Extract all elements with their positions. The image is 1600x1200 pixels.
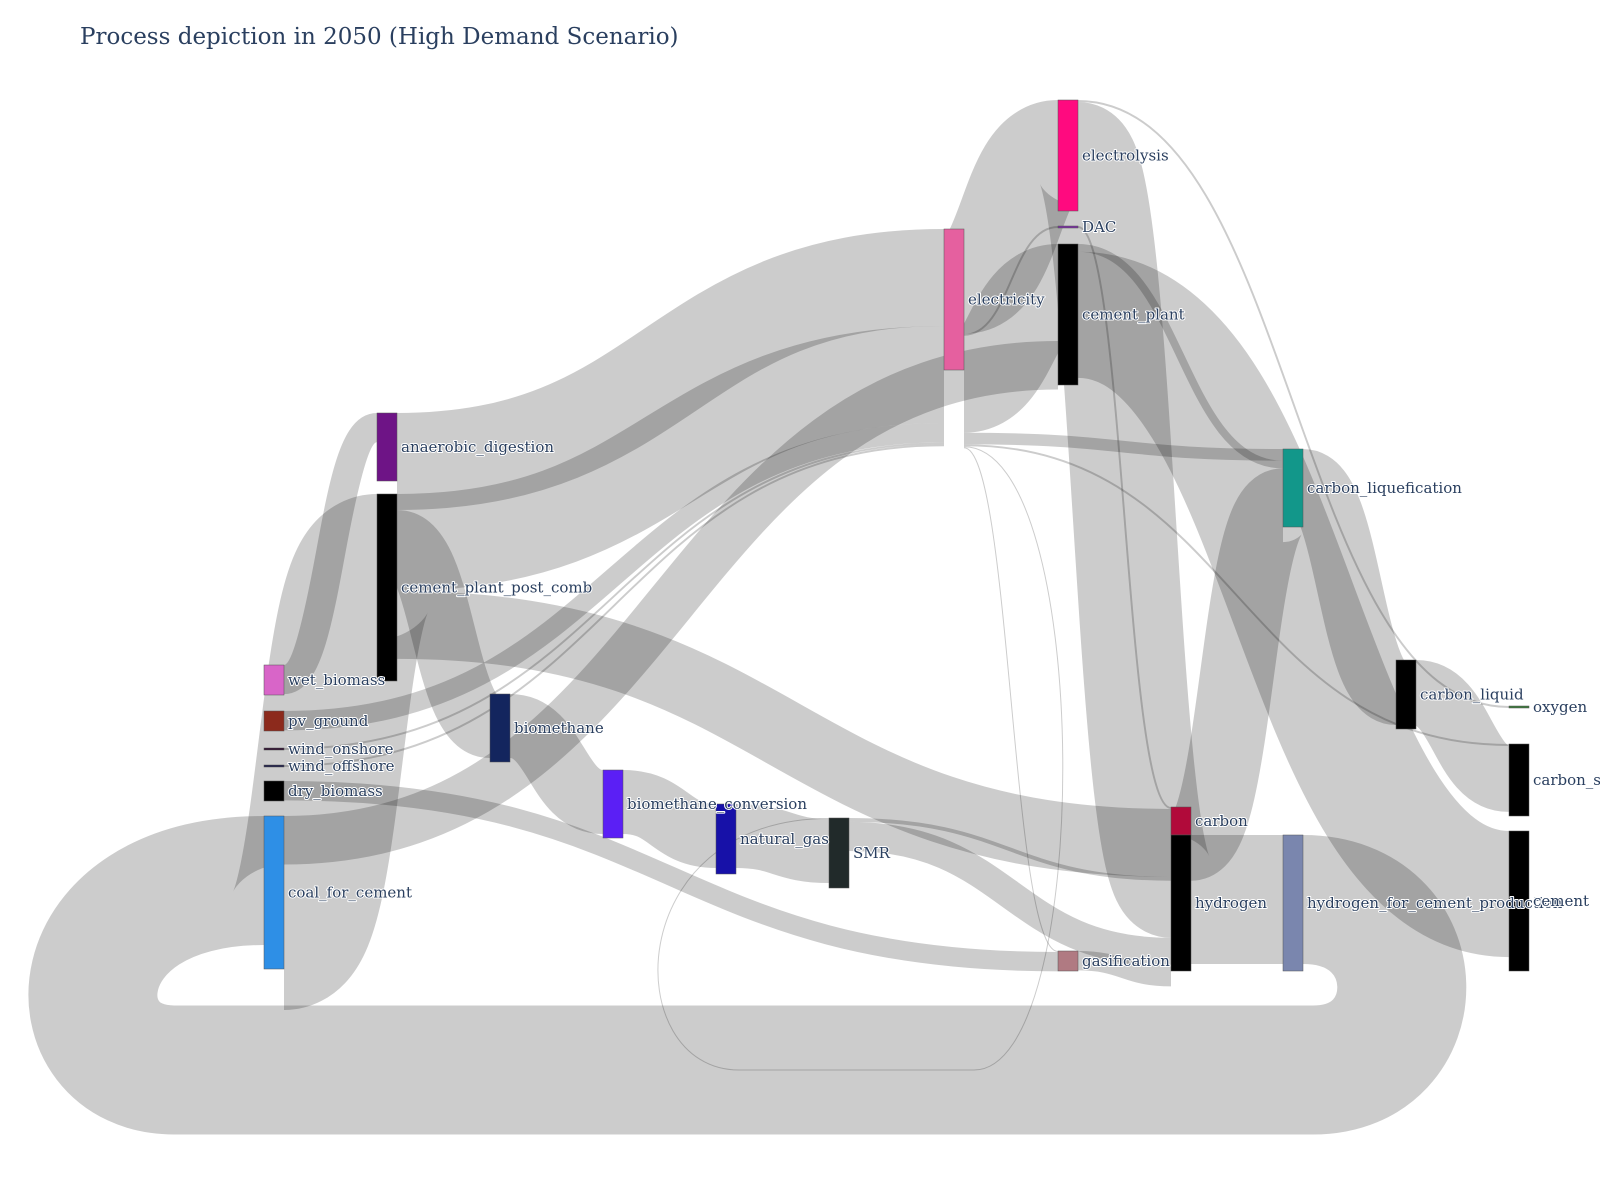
- flow-link-cement_plant-to-carbon_liquefication[interactable]: [1077, 244, 1284, 469]
- node-label-cement: cement: [1533, 892, 1589, 910]
- node-label-electrolysis: electrolysis: [1082, 147, 1169, 165]
- node-label-cement_plant: cement_plant: [1082, 306, 1185, 324]
- flow-link-wet_biomass-to-anaerobic_digestion[interactable]: [280, 413, 381, 695]
- node-label-hydrogen_for_cement_prod: hydrogen_for_cement_production: [1307, 894, 1563, 912]
- node-biomethane_conversion[interactable]: [602, 769, 624, 839]
- node-biomethane[interactable]: [489, 693, 511, 763]
- node-pv_ground[interactable]: [263, 710, 285, 732]
- node-SMR[interactable]: [828, 817, 850, 889]
- node-label-cement_plant_post_comb: cement_plant_post_comb: [401, 579, 592, 597]
- node-DAC[interactable]: [1057, 225, 1079, 229]
- node-electrolysis[interactable]: [1057, 99, 1079, 212]
- flow-link-SMR-to-hydrogen[interactable]: [848, 821, 1172, 967]
- flow-link-natural_gas-to-SMR[interactable]: [735, 804, 830, 883]
- nodes-layer: [263, 99, 1530, 972]
- node-label-carbon_storage: carbon_storage: [1533, 771, 1600, 789]
- flow-link-coal_for_cement-to-cement_plant[interactable]: [283, 341, 1059, 865]
- node-hydrogen_for_cement_prod[interactable]: [1282, 834, 1304, 972]
- node-label-hydrogen: hydrogen: [1195, 894, 1267, 912]
- flow-link-wind_offshore-to-electricity[interactable]: [283, 444, 945, 767]
- node-label-oxygen: oxygen: [1533, 698, 1587, 716]
- node-carbon_storage[interactable]: [1508, 743, 1530, 817]
- node-label-wet_biomass: wet_biomass: [288, 671, 385, 689]
- flow-link-electricity-to-gasification[interactable]: [963, 447, 1059, 952]
- node-natural_gas[interactable]: [715, 803, 737, 875]
- node-hydrogen[interactable]: [1170, 834, 1192, 972]
- flow-link-electrolysis-to-hydrogen[interactable]: [1038, 101, 1211, 938]
- flow-link-cement_plant_post_comb-to-carbon[interactable]: [396, 591, 1172, 877]
- node-dry_biomass[interactable]: [263, 780, 285, 802]
- node-anaerobic_digestion[interactable]: [376, 412, 398, 482]
- diagram-title: Process depiction in 2050 (High Demand S…: [80, 24, 679, 50]
- node-gasification[interactable]: [1057, 950, 1079, 972]
- node-carbon[interactable]: [1170, 806, 1192, 836]
- flow-link-SMR-to-carbon[interactable]: [848, 818, 1172, 881]
- node-wind_offshore[interactable]: [263, 764, 285, 768]
- node-oxygen[interactable]: [1508, 705, 1530, 709]
- flow-link-coal_for_cement-to-cement_plant_post_comb[interactable]: [230, 494, 431, 1010]
- flow-link-electricity-to-carbon_liquefication[interactable]: [963, 432, 1284, 461]
- node-label-wind_offshore: wind_offshore: [288, 757, 395, 775]
- node-label-carbon_liquefication: carbon_liquefication: [1307, 479, 1462, 497]
- flow-link-cement_plant-to-cement[interactable]: [1073, 251, 1514, 958]
- node-carbon_liquid[interactable]: [1395, 659, 1417, 730]
- node-label-pv_ground: pv_ground: [288, 712, 369, 730]
- flow-link-anaerobic_digestion-to-biomethane[interactable]: [385, 510, 502, 759]
- node-label-SMR: SMR: [853, 844, 891, 862]
- node-label-carbon_liquid: carbon_liquid: [1420, 686, 1524, 704]
- node-cement_plant[interactable]: [1057, 243, 1079, 386]
- labels-layer: electrolysis DAC cement_plant electricity an…: [287, 146, 1600, 972]
- node-carbon_liquefication[interactable]: [1282, 448, 1304, 528]
- flow-link-electricity-to-SMR[interactable]: [657, 446, 1064, 1071]
- flow-link-carbon_liquid-to-carbon_storage[interactable]: [1411, 660, 1514, 812]
- node-cement_plant_post_comb[interactable]: [376, 493, 398, 682]
- flow-link-dry_biomass-to-gasification[interactable]: [283, 781, 1059, 972]
- flow-link-electricity-to-cement_plant[interactable]: [951, 244, 1071, 433]
- node-label-anaerobic_digestion: anaerobic_digestion: [401, 438, 554, 456]
- flow-link-electrolysis-to-oxygen[interactable]: [1077, 100, 1510, 708]
- flow-link-electricity-to-electrolysis[interactable]: [942, 100, 1080, 334]
- node-label-biomethane: biomethane: [514, 719, 604, 737]
- node-coal_for_cement[interactable]: [263, 815, 285, 970]
- flow-link-cement_plant_post_comb-to-electricity[interactable]: [396, 326, 945, 591]
- flow-link-DAC-to-carbon[interactable]: [1077, 226, 1172, 809]
- flow-link-carbon_liquefication-to-carbon_liquid[interactable]: [1289, 449, 1410, 725]
- node-cement[interactable]: [1508, 830, 1530, 972]
- node-label-gasification: gasification: [1082, 952, 1170, 970]
- flow-link-electricity-to-DAC[interactable]: [963, 226, 1059, 336]
- flow-link-biomethane-to-biomethane_conversion[interactable]: [505, 694, 608, 835]
- links-layer: [28, 100, 1514, 1135]
- node-wet_biomass[interactable]: [263, 664, 285, 696]
- node-label-carbon: carbon: [1195, 812, 1248, 830]
- node-label-coal_for_cement: coal_for_cement: [288, 884, 412, 902]
- node-label-electricity: electricity: [968, 291, 1045, 309]
- node-label-dry_biomass: dry_biomass: [288, 782, 383, 800]
- flow-link-wind_onshore-to-electricity[interactable]: [283, 442, 945, 750]
- node-label-natural_gas: natural_gas: [740, 830, 829, 848]
- flow-link-carbon-to-carbon_liquefication[interactable]: [1169, 468, 1305, 881]
- node-label-DAC: DAC: [1082, 218, 1116, 236]
- node-electricity[interactable]: [943, 228, 965, 371]
- flow-link-anaerobic_digestion-to-electricity[interactable]: [396, 229, 945, 510]
- flow-link-hydrogen_for_cement_prod-to-coal_for_cement[interactable]: [28, 816, 1467, 1135]
- flow-link-pv_ground-to-electricity[interactable]: [283, 423, 945, 731]
- node-wind_onshore[interactable]: [263, 747, 285, 751]
- flow-link-gasification-to-hydrogen[interactable]: [1077, 951, 1172, 987]
- flow-link-biomethane_conversion-to-natural_gas[interactable]: [621, 770, 718, 869]
- node-label-biomethane_conversion: biomethane_conversion: [627, 795, 807, 813]
- node-label-wind_onshore: wind_onshore: [288, 740, 394, 758]
